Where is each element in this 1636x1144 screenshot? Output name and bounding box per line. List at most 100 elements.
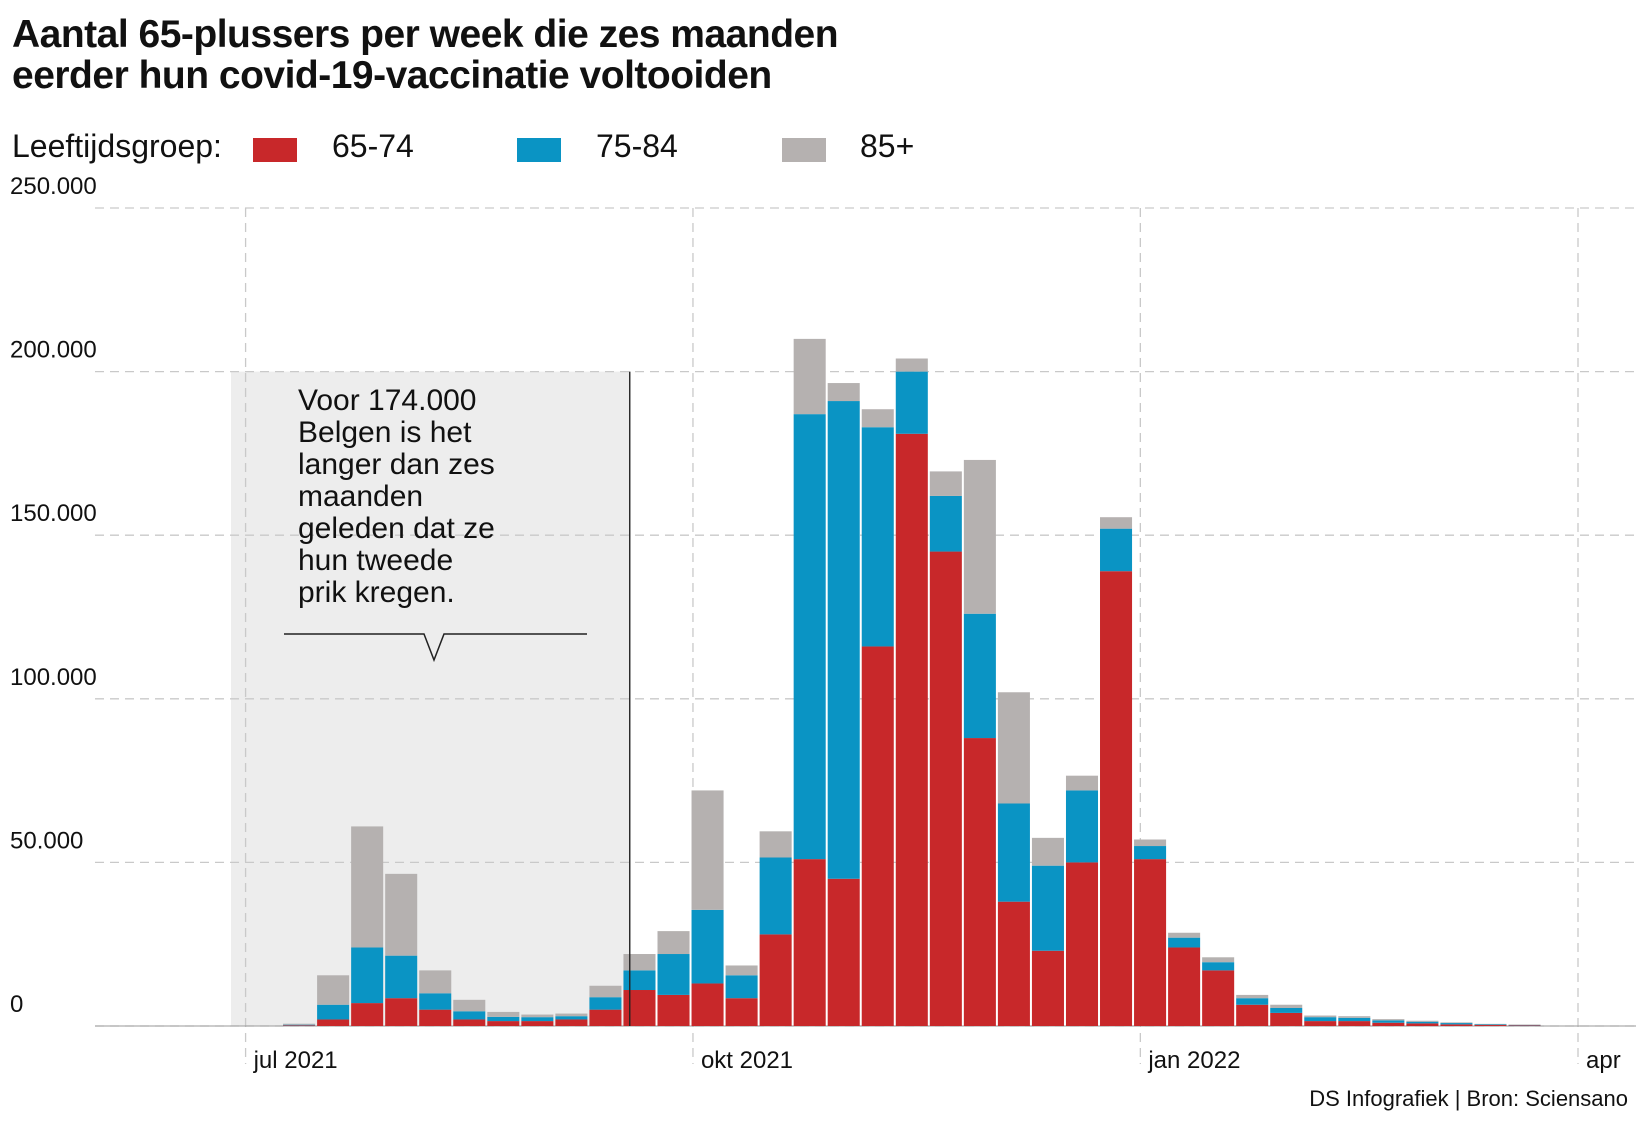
bar-segment-75-84 <box>657 954 690 995</box>
bar-segment-75-84 <box>351 947 384 1004</box>
bar-segment-85+ <box>1304 1015 1337 1018</box>
bar-segment-75-84 <box>1474 1024 1507 1026</box>
bar-segment-65-74 <box>929 551 962 1026</box>
y-tick-label: 50.000 <box>10 827 83 854</box>
source-credit: DS Infografiek | Bron: Sciensano <box>1309 1086 1628 1111</box>
bar-segment-75-84 <box>1168 937 1201 948</box>
bar-segment-65-74 <box>1338 1021 1371 1026</box>
bar-segment-75-84 <box>555 1016 588 1020</box>
chart-title-line-2: eerder hun covid-19-vaccinatie voltooide… <box>12 54 772 97</box>
y-tick-label: 0 <box>10 991 23 1018</box>
bar-segment-75-84 <box>1406 1021 1439 1024</box>
bar-segment-85+ <box>419 970 452 994</box>
bar-segment-75-84 <box>861 427 894 647</box>
bar-segment-65-74 <box>827 878 860 1026</box>
bar-segment-75-84 <box>725 975 758 999</box>
bar-segment-85+ <box>453 999 486 1012</box>
bar-segment-85+ <box>691 790 724 910</box>
legend-label: Leeftijdsgroep: <box>12 128 222 164</box>
annotation-line-6: hun tweede <box>298 544 453 577</box>
bar-segment-75-84 <box>521 1017 554 1022</box>
bar-segment-85+ <box>1270 1004 1303 1009</box>
bar-segment-65-74 <box>997 901 1030 1026</box>
bar-segment-65-74 <box>1372 1022 1405 1026</box>
bar-segment-65-74 <box>1236 1004 1269 1026</box>
x-tick-label: okt 2021 <box>701 1047 793 1074</box>
annotation-line-2: Belgen is het <box>298 416 472 449</box>
bar-segment-75-84 <box>1031 865 1064 951</box>
bar-segment-85+ <box>1031 837 1064 866</box>
bar-segment-75-84 <box>1304 1017 1337 1022</box>
bar-segment-85+ <box>997 692 1030 804</box>
bar-segment-75-84 <box>963 613 996 739</box>
bar-segment-65-74 <box>487 1021 520 1026</box>
bar-segment-85+ <box>657 931 690 955</box>
bar-segment-75-84 <box>1440 1023 1473 1025</box>
annotation-callout-pointer <box>284 633 587 663</box>
bar-segment-65-74 <box>1440 1024 1473 1026</box>
bar-segment-65-74 <box>1406 1023 1439 1026</box>
bar-segment-65-74 <box>1065 862 1099 1026</box>
bar-segment-65-74 <box>1270 1012 1303 1026</box>
bar-segment-85+ <box>589 985 622 998</box>
bar-segment-75-84 <box>895 371 928 434</box>
bar-segment-85+ <box>759 831 792 858</box>
bar-segment-65-74 <box>351 1003 384 1026</box>
bar-segment-65-74 <box>521 1021 554 1026</box>
bar-segment-85+ <box>1202 957 1235 963</box>
bar-segment-85+ <box>895 358 928 372</box>
bar-segment-85+ <box>929 471 962 496</box>
bar-segment-75-84 <box>419 993 452 1010</box>
bar-segment-65-74 <box>283 1025 316 1026</box>
bar-segment-85+ <box>1168 932 1201 938</box>
bar-segment-65-74 <box>623 990 656 1026</box>
bar-segment-75-84 <box>385 955 418 999</box>
bar-segment-65-74 <box>1474 1025 1507 1026</box>
y-tick-label: 200.000 <box>10 337 97 364</box>
bar-segment-85+ <box>861 409 894 428</box>
bar-segment-85+ <box>487 1011 520 1017</box>
annotation-line-5: geleden dat ze <box>298 512 495 545</box>
bar-segment-65-74 <box>1202 970 1235 1026</box>
y-tick-label: 250.000 <box>10 173 97 200</box>
x-tick-label: jul 2021 <box>253 1047 338 1074</box>
legend-swatch-85-plus <box>782 138 826 162</box>
legend-item-85-plus: 85+ <box>860 128 915 164</box>
bar-segment-85+ <box>283 1023 316 1025</box>
bar-segment-65-74 <box>759 934 792 1026</box>
bar-segment-65-74 <box>657 994 690 1026</box>
annotation-line-7: prik kregen. <box>298 576 455 609</box>
bar-segment-85+ <box>725 965 758 976</box>
bar-segment-75-84 <box>453 1011 486 1020</box>
bar-segment-75-84 <box>317 1004 350 1020</box>
bar-segment-65-74 <box>453 1019 486 1026</box>
bar-segment-65-74 <box>1031 950 1064 1026</box>
bar-segment-85+ <box>1100 517 1133 529</box>
bar-segment-85+ <box>623 954 656 971</box>
bar-segment-65-74 <box>317 1019 350 1026</box>
bar-segment-75-84 <box>691 909 724 984</box>
legend-item-75-84: 75-84 <box>596 128 678 164</box>
bar-segment-85+ <box>827 383 860 402</box>
bar-segment-85+ <box>521 1014 554 1018</box>
bar-segment-65-74 <box>1134 859 1167 1026</box>
bar-segment-85+ <box>1236 994 1269 999</box>
bar-segment-75-84 <box>623 970 656 991</box>
bar-segment-75-84 <box>759 857 792 935</box>
bar-segment-75-84 <box>1134 846 1167 860</box>
bar-segment-85+ <box>317 975 350 1005</box>
bar-segment-85+ <box>1406 1020 1439 1022</box>
bar-segment-75-84 <box>793 414 826 860</box>
y-tick-label: 100.000 <box>10 664 97 691</box>
bar-segment-75-84 <box>589 997 622 1010</box>
bar-segment-75-84 <box>1202 962 1235 971</box>
bar-segment-85+ <box>1474 1023 1507 1025</box>
bar-segment-75-84 <box>1270 1008 1303 1013</box>
bar-segment-75-84 <box>283 1024 316 1026</box>
x-tick-label: apr <box>1586 1047 1621 1074</box>
bar-segment-75-84 <box>487 1016 520 1022</box>
bar-segment-85+ <box>1508 1024 1541 1026</box>
bar-segment-85+ <box>963 459 996 614</box>
